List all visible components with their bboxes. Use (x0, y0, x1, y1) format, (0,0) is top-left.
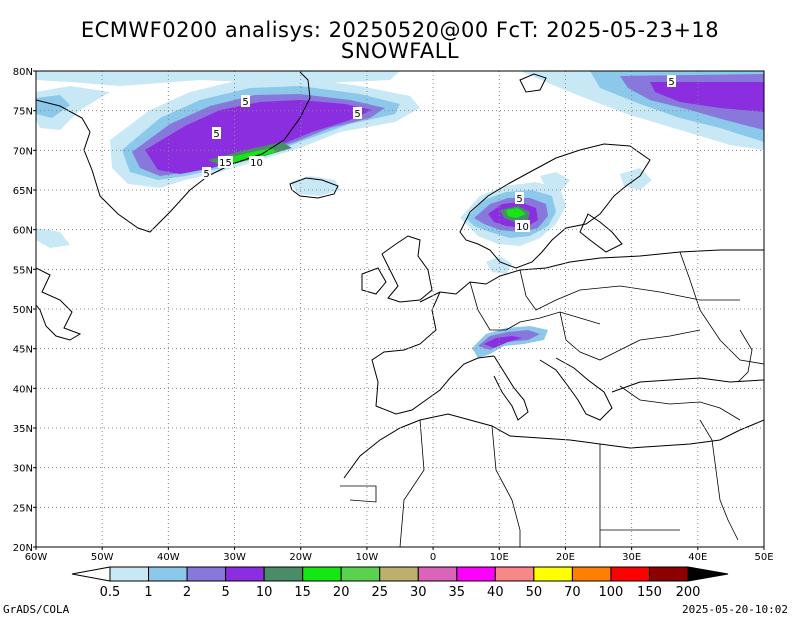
colorbar-swatch (186, 566, 227, 582)
colorbar-high-arrow (687, 566, 729, 582)
lat-label: 80N (13, 67, 33, 78)
colorbar-swatch (417, 566, 458, 582)
colorbar-label: 200 (676, 585, 701, 600)
latitude-labels: 80N 75N 70N 65N 60N 55N 50N 45N 40N 35N 30N 25N 20N (13, 67, 33, 554)
colorbar-label: 100 (599, 585, 624, 600)
lon-label: 0 (430, 552, 436, 563)
contour-label: 5 (515, 192, 524, 205)
colorbar-label: 150 (637, 585, 662, 600)
lon-label: 20E (556, 552, 575, 563)
colorbar-swatch (340, 566, 381, 582)
colorbar-label: 2 (183, 585, 191, 600)
svg-text:5: 5 (242, 97, 248, 108)
contour-label: 5 (353, 107, 362, 120)
lon-label: 20W (289, 552, 312, 563)
colorbar-swatch (533, 566, 573, 582)
map-title: ECMWF0200 analisys: 20250520@00 FcT: 202… (80, 18, 720, 42)
lat-label: 35N (13, 424, 33, 435)
contour-label: 10 (249, 156, 264, 169)
colorbar-swatch (263, 566, 304, 582)
colorbar-label: 1 (144, 585, 152, 600)
colorbar-label: 25 (371, 585, 388, 600)
svg-text:10: 10 (250, 158, 263, 169)
colorbar-swatch (225, 566, 265, 582)
svg-text:5: 5 (668, 77, 674, 88)
lon-label: 10W (356, 552, 379, 563)
lat-label: 25N (13, 503, 33, 514)
svg-text:5: 5 (516, 194, 522, 205)
contour-label: 15 (218, 156, 233, 169)
colorbar-label: 30 (410, 585, 427, 600)
colorbar-swatch (109, 566, 150, 582)
contour-label: 5 (202, 167, 211, 180)
lat-label: 60N (13, 226, 33, 237)
lon-label: 10E (490, 552, 509, 563)
colorbar-swatch (494, 566, 535, 582)
contour-label: 5 (212, 127, 221, 140)
map-subtitle: SNOWFALL (340, 39, 460, 63)
svg-text:10: 10 (516, 222, 529, 233)
longitude-labels: 60W 50W 40W 30W 20W 10W 0 10E 20E 30E 40E 50E (25, 552, 774, 563)
lon-label: 60W (25, 552, 48, 563)
colorbar-labels: 0.5 1 2 5 10 15 20 25 30 35 40 50 70 100 150 200 (100, 585, 701, 600)
colorbar-swatch (610, 566, 650, 582)
lat-label: 55N (13, 265, 33, 276)
colorbar-label: 35 (449, 585, 466, 600)
lat-label: 30N (13, 464, 33, 475)
svg-text:5: 5 (354, 109, 360, 120)
contour-labels: 5 5 5 15 10 5 5 10 5 (202, 75, 676, 233)
colorbar-swatch (648, 566, 689, 582)
lon-label: 50W (91, 552, 114, 563)
colorbar-swatch (148, 566, 188, 582)
timestamp: 2025-05-20-10:02 (682, 603, 788, 616)
grads-credit: GrADS/COLA (3, 603, 70, 616)
contour-label: 5 (241, 95, 250, 108)
colorbar (71, 566, 729, 582)
lat-label: 65N (13, 186, 33, 197)
lon-label: 40W (157, 552, 180, 563)
colorbar-label: 0.5 (100, 585, 121, 600)
lat-label: 40N (13, 384, 33, 395)
map-grid (33, 70, 765, 550)
colorbar-label: 20 (333, 585, 350, 600)
lat-label: 75N (13, 107, 33, 118)
lat-label: 45N (13, 345, 33, 356)
lon-label: 30E (622, 552, 641, 563)
colorbar-label: 50 (526, 585, 543, 600)
colorbar-swatch (571, 566, 612, 582)
lon-label: 50E (754, 552, 773, 563)
contour-label: 5 (667, 75, 676, 88)
svg-text:5: 5 (203, 169, 209, 180)
lon-label: 40E (688, 552, 707, 563)
colorbar-swatch (379, 566, 419, 582)
svg-text:5: 5 (213, 129, 219, 140)
snowfall-fields (36, 71, 764, 358)
svg-text:15: 15 (219, 158, 232, 169)
colorbar-label: 70 (564, 585, 581, 600)
contour-label: 10 (515, 220, 530, 233)
coastlines (36, 71, 764, 547)
colorbar-label: 10 (256, 585, 273, 600)
lat-label: 70N (13, 146, 33, 157)
colorbar-label: 15 (294, 585, 311, 600)
colorbar-label: 5 (221, 585, 229, 600)
colorbar-low-arrow (71, 566, 111, 582)
lat-label: 50N (13, 305, 33, 316)
colorbar-swatch (456, 566, 496, 582)
colorbar-label: 40 (487, 585, 504, 600)
lon-label: 30W (223, 552, 246, 563)
lat-label: 20N (13, 543, 33, 554)
plot-frame (35, 70, 765, 548)
colorbar-swatch (302, 566, 342, 582)
